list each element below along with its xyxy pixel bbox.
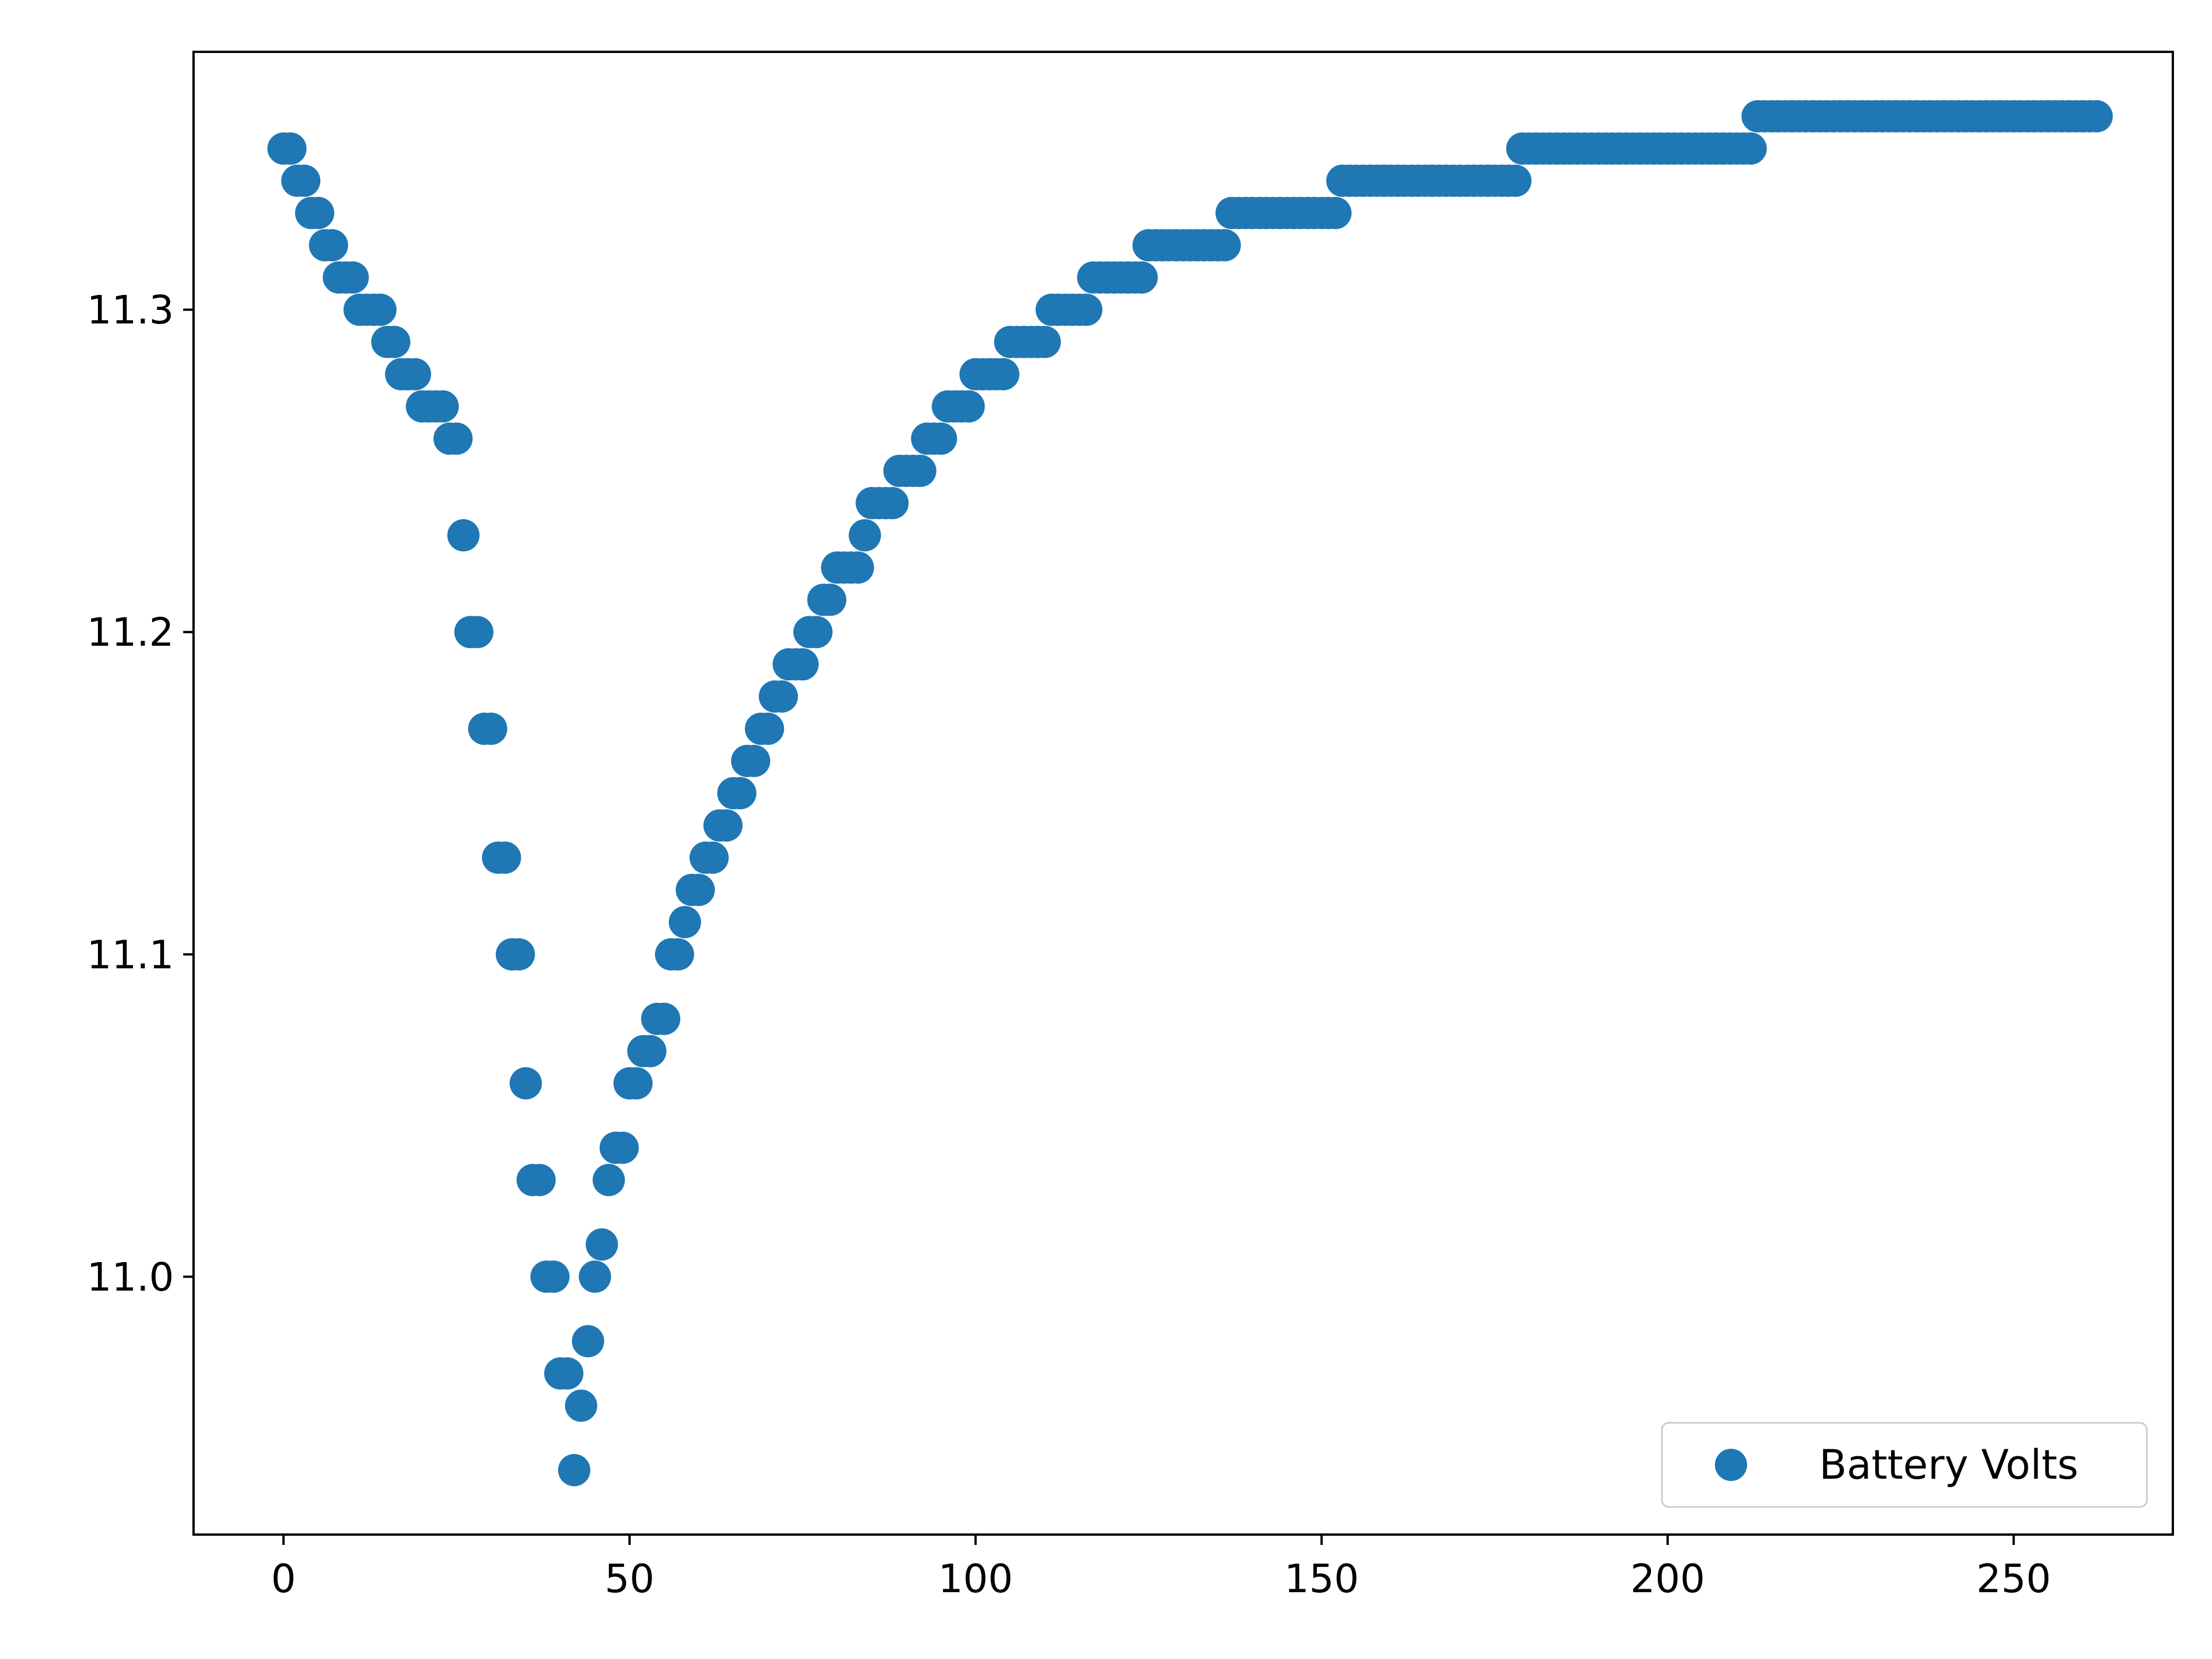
data-point: [766, 680, 798, 713]
data-point: [571, 1325, 604, 1358]
data-point: [724, 777, 757, 809]
data-point: [440, 422, 473, 455]
data-point: [509, 1067, 542, 1100]
data-point: [523, 1164, 556, 1196]
legend-box: [1661, 1422, 2148, 1508]
data-point: [585, 1228, 618, 1261]
x-tick-label: 150: [1284, 1556, 1359, 1602]
data-point: [1070, 293, 1103, 326]
data-points: [267, 100, 2113, 1487]
data-point: [952, 390, 985, 423]
y-tick-label: 11.1: [87, 933, 174, 978]
x-tick-label: 0: [271, 1556, 296, 1602]
plot-area: [194, 52, 2173, 1535]
data-point: [648, 1002, 680, 1035]
data-point: [274, 132, 307, 165]
data-point: [488, 841, 521, 874]
data-point: [336, 261, 369, 294]
data-point: [662, 938, 694, 971]
data-point: [578, 1260, 611, 1293]
data-point: [551, 1357, 584, 1390]
y-tick-label: 11.2: [87, 610, 174, 656]
data-point: [669, 906, 701, 938]
data-point: [842, 551, 874, 584]
data-point: [461, 616, 494, 649]
y-tick-label: 11.0: [87, 1255, 174, 1300]
x-axis-ticks: 0 50 100 150 200 250: [271, 1535, 2051, 1602]
data-point: [316, 229, 349, 262]
data-point: [738, 745, 771, 777]
data-point: [302, 196, 335, 229]
data-point: [1125, 261, 1158, 294]
data-point: [558, 1454, 590, 1487]
data-point: [1499, 164, 1532, 197]
data-point: [814, 584, 847, 616]
data-point: [606, 1131, 639, 1164]
data-point: [683, 873, 715, 906]
data-point: [620, 1067, 653, 1100]
data-point: [364, 293, 397, 326]
data-point: [634, 1035, 666, 1067]
data-point: [876, 487, 909, 520]
data-point: [1028, 325, 1061, 358]
data-point: [800, 616, 833, 649]
data-point: [399, 358, 431, 391]
data-point: [2080, 100, 2113, 132]
legend-marker: [1715, 1449, 1747, 1481]
y-tick-label: 11.3: [87, 288, 174, 334]
x-tick-label: 200: [1630, 1556, 1705, 1602]
x-tick-label: 100: [938, 1556, 1013, 1602]
data-point: [1209, 229, 1241, 262]
data-point: [565, 1389, 597, 1422]
data-point: [752, 713, 785, 745]
data-point: [288, 164, 321, 197]
x-tick-label: 250: [1976, 1556, 2051, 1602]
data-point: [537, 1260, 570, 1293]
data-point: [786, 648, 819, 681]
data-point: [475, 713, 507, 745]
legend-label: Battery Volts: [1819, 1441, 2078, 1488]
plot-frame: [192, 51, 2174, 1536]
legend: Battery Volts: [1661, 1422, 2148, 1508]
data-point: [502, 938, 535, 971]
data-point: [925, 422, 957, 455]
data-point: [447, 519, 480, 552]
data-point: [592, 1164, 625, 1196]
data-point: [696, 841, 729, 874]
data-point: [378, 325, 411, 358]
data-point: [1319, 196, 1352, 229]
data-point: [1734, 132, 1767, 165]
data-point: [987, 358, 1020, 391]
data-point: [849, 519, 881, 552]
x-tick-label: 50: [605, 1556, 655, 1602]
data-point: [904, 454, 937, 487]
data-point: [710, 809, 743, 842]
data-point: [426, 390, 459, 423]
y-axis-ticks: 11.0 11.1 11.2 11.3: [87, 288, 194, 1300]
